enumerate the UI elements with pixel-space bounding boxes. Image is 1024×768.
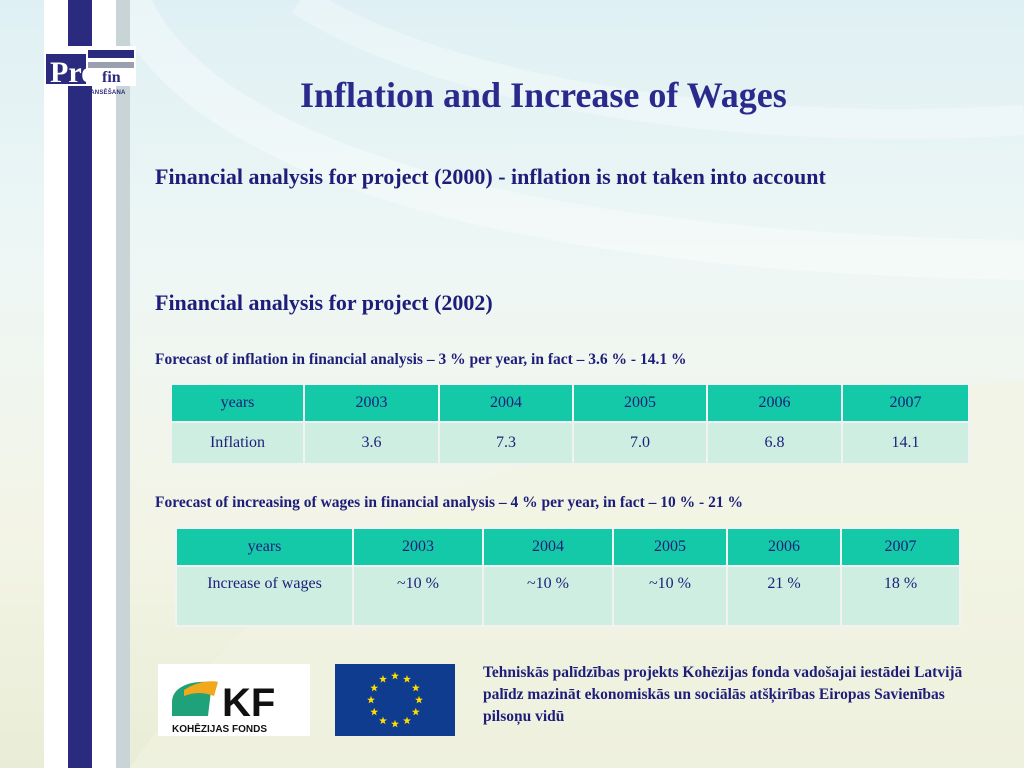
table-row: Increase of wages ~10 % ~10 % ~10 % 21 %… (175, 565, 961, 627)
eu-star (391, 671, 399, 680)
kf-leaf-icon (172, 681, 218, 716)
table-cell: ~10 % (612, 565, 728, 627)
footer-text: Tehniskās palīdzības projekts Kohēzijas … (483, 664, 963, 725)
table-header-row: years 2003 2004 2005 2006 2007 (175, 527, 961, 567)
table-cell: 2004 (482, 527, 614, 567)
kf-caption: KOHĒZIJAS FONDS (172, 723, 267, 735)
kf-letters: KF (222, 681, 275, 725)
profin-logo: Pro fin (44, 46, 136, 98)
side-stripe-grey (116, 0, 130, 768)
eu-flag-icon (335, 664, 455, 736)
table-cell: 2003 (303, 383, 440, 423)
side-stripe-white (44, 0, 68, 768)
logo-subtitle: FINANSĒŠANA (80, 90, 126, 96)
table-cell: 7.0 (572, 421, 708, 465)
table-cell: 2007 (841, 383, 970, 423)
inflation-table: years 2003 2004 2005 2006 2007 Inflation… (170, 383, 970, 465)
logo-text-pro: Pro (50, 56, 96, 89)
table-cell: 2003 (352, 527, 484, 567)
eu-star (379, 675, 387, 683)
heading-2000: Financial analysis for project (2000) - … (155, 164, 826, 189)
eu-star (403, 675, 411, 683)
table-cell: 14.1 (841, 421, 970, 465)
eu-star (370, 683, 379, 692)
table-cell: 2004 (438, 383, 574, 423)
eu-star (411, 707, 420, 716)
wages-note: Forecast of increasing of wages in finan… (155, 494, 743, 511)
table-cell: years (175, 527, 354, 567)
table-cell: 2005 (612, 527, 728, 567)
inflation-note: Forecast of inflation in financial analy… (155, 351, 687, 368)
table-cell: ~10 % (482, 565, 614, 627)
logo-text-fin: fin (102, 69, 121, 86)
page-title: Inflation and Increase of Wages (300, 75, 787, 115)
heading-2002: Financial analysis for project (2002) (155, 290, 493, 315)
eu-star (403, 716, 411, 725)
kohezijas-fonds-logo: KF KOHĒZIJAS FONDS (158, 664, 310, 736)
table-row: Inflation 3.6 7.3 7.0 6.8 14.1 (170, 421, 970, 465)
eu-star (411, 683, 420, 692)
table-cell: 2007 (840, 527, 961, 567)
table-cell: ~10 % (352, 565, 484, 627)
eu-star (415, 695, 423, 704)
table-cell: 2006 (706, 383, 843, 423)
side-stripe-navy (68, 0, 92, 768)
side-stripe-white-2 (92, 0, 116, 768)
table-cell: 6.8 (706, 421, 843, 465)
table-cell: 7.3 (438, 421, 574, 465)
wages-table: years 2003 2004 2005 2006 2007 Increase … (175, 527, 961, 627)
table-cell: 21 % (726, 565, 842, 627)
eu-star (391, 719, 399, 728)
eu-star (379, 716, 387, 725)
table-cell: Inflation (170, 421, 305, 465)
table-cell: 2006 (726, 527, 842, 567)
table-cell: 18 % (840, 565, 961, 627)
eu-star (367, 695, 375, 704)
table-cell: years (170, 383, 305, 423)
table-cell: Increase of wages (175, 565, 354, 627)
table-header-row: years 2003 2004 2005 2006 2007 (170, 383, 970, 423)
table-cell: 2005 (572, 383, 708, 423)
table-cell: 3.6 (303, 421, 440, 465)
eu-star (370, 707, 379, 716)
